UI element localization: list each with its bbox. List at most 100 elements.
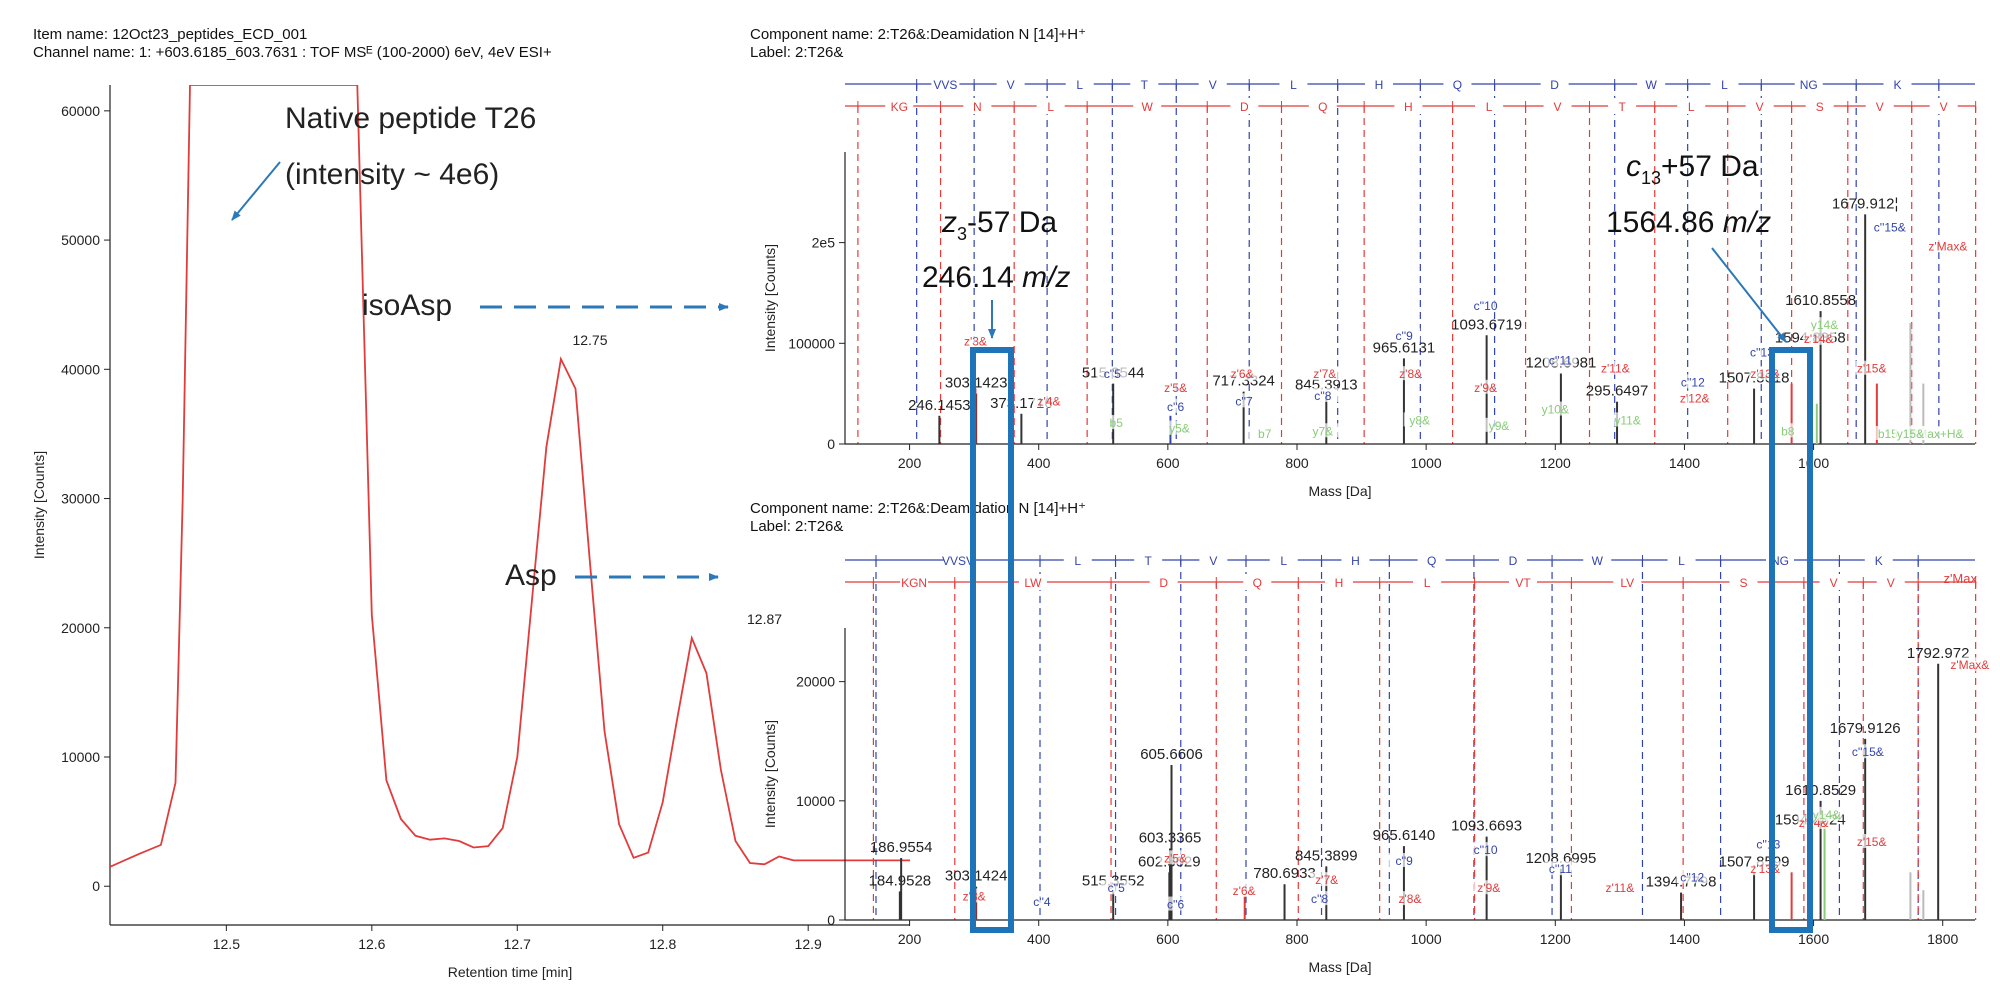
ion-label: z'6& [1231, 367, 1254, 381]
residue-bg [1543, 98, 1572, 114]
ion-label-bg [1802, 330, 1835, 345]
ion-label: c''5 [1108, 881, 1126, 895]
peak-label: 1208.6995 [1525, 850, 1596, 867]
ion-label: z'4& [1038, 394, 1061, 408]
ion-label: c''11 [1549, 862, 1572, 876]
ion-label-bg [1920, 426, 1953, 440]
ion-label: c''13 [1750, 345, 1774, 359]
residue-top-label: D [1509, 554, 1518, 568]
residue-bottom-label: T [1618, 100, 1626, 114]
residue-bg [1130, 76, 1159, 92]
residue-top-label: D [1550, 78, 1559, 92]
chromatogram-x-tick-label: 12.5 [213, 936, 240, 952]
ion-label: c''4 [1033, 895, 1051, 909]
z3-highlight-box [970, 347, 1014, 933]
z3-mz-unit: m/z [1022, 261, 1070, 294]
peak-label: 603.3365 [1139, 829, 1202, 846]
ion-label-bg [1100, 880, 1133, 895]
ion-label: y8& [1409, 413, 1430, 427]
ion-label: c''6 [1167, 898, 1185, 912]
ion-label-bg [1248, 426, 1281, 440]
residue-bg [1637, 76, 1666, 92]
residue-bg [1417, 552, 1446, 568]
ion-label: y14& [1813, 808, 1840, 822]
ion-label: c''6 [1167, 400, 1185, 414]
chromatogram-chart: 0 10000 20000 30000 40000 50000 60000 12.5 12.6 1… [31, 85, 910, 980]
residue-bg [1667, 552, 1696, 568]
residue-bottom-label: D [1240, 100, 1249, 114]
ion-label-bg [1388, 853, 1421, 868]
chromatogram-y-tick-label: 60000 [61, 103, 100, 119]
c13-mz-value: 1564.86 [1606, 206, 1723, 239]
ion-label-bg [1808, 317, 1841, 332]
peak-label: 303.1423 [945, 375, 1008, 392]
spectrum-y-tick-label: 20000 [796, 674, 835, 690]
ion-label: b15 [1878, 427, 1898, 441]
z3-annotation-prefix: z [941, 206, 957, 239]
ion-label-bg [1308, 366, 1341, 381]
spectrum-y-tick-label: 10000 [796, 793, 835, 809]
residue-bottom-label: S [1816, 100, 1824, 114]
residue-bg [1324, 574, 1353, 590]
chromatogram-y-tick-label: 50000 [61, 232, 100, 248]
residue-bg [1883, 76, 1912, 92]
residue-bg [1149, 574, 1178, 590]
ion-label: c''12 [1681, 375, 1705, 389]
residue-bg [1443, 76, 1472, 92]
residue-bg [1199, 552, 1228, 568]
ion-label-bg [1855, 360, 1888, 375]
component-name-top: Component name: 2:T26&:Deamidation N [14… [750, 26, 1087, 43]
ion-label-bg [1159, 850, 1192, 865]
ion-label: z'5& [1164, 381, 1187, 395]
spectrum-x-tick-label: 600 [1156, 931, 1180, 947]
residue-bg [1413, 574, 1442, 590]
spectrum-y-tick-label: 100000 [788, 335, 835, 351]
ion-label-bg [1855, 834, 1888, 848]
ion-label: z'12& [1680, 392, 1710, 406]
chromatogram-x-label: Retention time [min] [448, 964, 573, 980]
residue-bottom-label: H [1404, 100, 1413, 114]
residue-bottom-label: Q [1253, 576, 1262, 590]
residue-bg [1608, 98, 1637, 114]
residue-top-label: L [1290, 78, 1297, 92]
ion-label: c''8 [1311, 892, 1329, 906]
residue-bg [1729, 574, 1758, 590]
ion-label: z'6& [1233, 884, 1256, 898]
peak-label: 184.9528 [869, 872, 932, 889]
chromatogram-y-tick-label: 0 [92, 878, 100, 894]
ion-label: b8 [1781, 424, 1795, 438]
ion-label: z'15& [1857, 835, 1887, 849]
residue-bg [1583, 552, 1612, 568]
residue-bg [1929, 98, 1958, 114]
ion-label: c''10 [1474, 299, 1498, 313]
ion-label: y15& [1897, 427, 1924, 441]
ion-label: c''5 [1104, 367, 1122, 381]
ion-label-bg [1033, 393, 1066, 408]
residue-bg [931, 76, 960, 92]
residue-top-label: VVSV [942, 554, 974, 568]
residue-bottom-label: L [1424, 576, 1431, 590]
peak-label: 303.1424 [945, 868, 1008, 885]
residue-top-label: VVS [933, 78, 957, 92]
ion-label: z'Max& [1950, 658, 1989, 672]
residue-bottom-label: D [1159, 576, 1168, 590]
ion-label-bg [1388, 328, 1421, 343]
residue-bottom-label: N [973, 100, 982, 114]
ion-label: y5& [1169, 422, 1190, 436]
z-max-label: z'Max [1943, 571, 1977, 586]
c13-annotation: c13+57 Da [1626, 150, 1759, 188]
residue-bottom-label: L [1486, 100, 1493, 114]
residue-top-label: L [1076, 78, 1083, 92]
residue-bottom-label: LW [1024, 576, 1042, 590]
residue-bg [1805, 98, 1834, 114]
chromatogram-y-tick-label: 30000 [61, 491, 100, 507]
ion-label: y11& [1614, 413, 1640, 427]
ion-label-bg [1873, 219, 1906, 234]
ion-label: z'7& [1315, 873, 1338, 887]
ion-label: y14& [1811, 318, 1838, 332]
peak-label: 295.6497 [1586, 383, 1649, 400]
spectrum-y-label: Intensity [Counts] [762, 244, 778, 352]
spectrum-x-tick-label: 1200 [1540, 931, 1571, 947]
residue-top-label: L [1074, 554, 1081, 568]
residue-bg [1269, 552, 1298, 568]
